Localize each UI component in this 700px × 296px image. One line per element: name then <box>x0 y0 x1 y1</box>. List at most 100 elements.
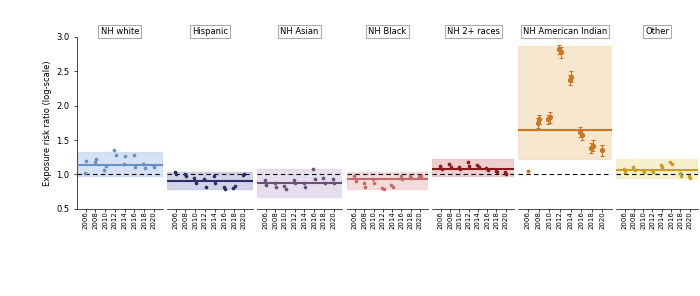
Point <box>462 160 473 164</box>
Point <box>454 166 466 171</box>
Point <box>270 184 281 189</box>
Point <box>309 177 321 181</box>
Point <box>179 172 190 177</box>
Y-axis label: Exposure risk ratio (log-scale): Exposure risk ratio (log-scale) <box>43 60 52 186</box>
Point <box>349 174 360 179</box>
Point <box>199 177 210 181</box>
Point <box>473 165 484 170</box>
Point <box>666 162 678 166</box>
Point <box>208 174 219 179</box>
Point <box>481 166 492 170</box>
Point <box>130 164 141 169</box>
Point <box>415 174 426 179</box>
Point <box>237 173 248 177</box>
Point <box>308 166 319 171</box>
Point <box>378 187 389 192</box>
Point <box>358 180 369 185</box>
Title: NH white: NH white <box>101 27 139 36</box>
Point <box>463 164 475 168</box>
Point <box>120 153 131 158</box>
Point <box>118 162 130 166</box>
Point <box>500 172 512 177</box>
Title: NH Asian: NH Asian <box>281 27 318 36</box>
Point <box>435 164 446 168</box>
Point <box>359 184 370 189</box>
Point <box>239 171 250 176</box>
Point <box>79 170 90 175</box>
Point <box>229 184 240 188</box>
Bar <box>167 172 253 189</box>
Point <box>279 184 290 188</box>
Bar <box>518 46 612 159</box>
Bar <box>616 159 698 178</box>
Bar <box>433 159 514 176</box>
Point <box>269 180 280 185</box>
Point <box>169 170 181 175</box>
Point <box>319 180 330 185</box>
Point <box>491 170 503 175</box>
Point <box>490 168 501 173</box>
Point <box>628 165 639 170</box>
Title: Other: Other <box>645 27 669 36</box>
Point <box>665 160 676 164</box>
Point <box>171 171 182 176</box>
Point <box>329 180 340 185</box>
Point <box>618 166 629 171</box>
Point <box>414 173 425 178</box>
Point <box>108 148 120 153</box>
Point <box>648 170 659 175</box>
Point <box>369 180 380 185</box>
Point <box>99 167 110 172</box>
Point <box>200 184 211 189</box>
Bar <box>346 172 428 189</box>
Title: NH American Indian: NH American Indian <box>523 27 608 36</box>
Title: NH 2+ races: NH 2+ races <box>447 27 500 36</box>
Point <box>620 170 631 175</box>
Point <box>637 167 648 172</box>
Point <box>629 168 641 173</box>
Bar <box>257 169 342 197</box>
Point <box>395 174 406 179</box>
Point <box>453 164 464 169</box>
Point <box>190 180 202 185</box>
Bar <box>77 152 162 176</box>
Title: Hispanic: Hispanic <box>192 27 228 36</box>
Point <box>218 184 229 189</box>
Point <box>445 165 456 170</box>
Point <box>328 177 339 181</box>
Point <box>300 184 311 189</box>
Point <box>219 187 230 192</box>
Point <box>210 180 221 185</box>
Point <box>387 184 398 189</box>
Point <box>298 181 309 186</box>
Point <box>657 165 668 170</box>
Point <box>189 176 200 180</box>
Point <box>228 186 239 190</box>
Point <box>280 187 291 192</box>
Point <box>181 173 192 178</box>
Point <box>110 153 121 157</box>
Point <box>674 170 685 175</box>
Point <box>318 176 329 180</box>
Point <box>482 167 493 172</box>
Point <box>138 162 149 166</box>
Point <box>406 176 417 180</box>
Point <box>259 178 270 182</box>
Point <box>148 164 160 169</box>
Point <box>139 166 150 170</box>
Point <box>377 186 388 190</box>
Title: NH Black: NH Black <box>368 27 407 36</box>
Point <box>676 173 687 178</box>
Point <box>89 160 100 164</box>
Point <box>638 170 650 175</box>
Point <box>472 163 483 168</box>
Point <box>290 180 301 185</box>
Point <box>100 164 111 168</box>
Point <box>396 177 407 181</box>
Point <box>436 166 447 171</box>
Point <box>405 173 416 178</box>
Point <box>444 162 455 166</box>
Point <box>499 170 510 175</box>
Point <box>81 158 92 163</box>
Point <box>368 177 379 181</box>
